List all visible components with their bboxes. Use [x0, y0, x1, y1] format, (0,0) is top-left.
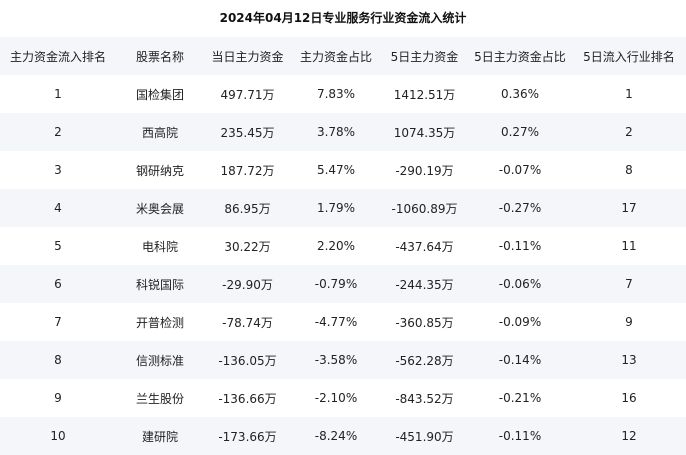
- table-row: 7 开普检测 -78.74万 -4.77% -360.85万 -0.09% 9: [0, 303, 686, 341]
- 5day-main-fund-cell: -562.28万: [395, 353, 454, 368]
- main-fund-ratio-cell: 5.47%: [316, 163, 356, 177]
- day-main-fund-cell: -78.74万: [222, 315, 273, 330]
- table-row: 10 建研院 -173.66万 -8.24% -451.90万 -0.11% 12: [0, 417, 686, 455]
- stock-name-cell: 国检集团: [135, 87, 184, 102]
- stock-name-cell: 科锐国际: [135, 277, 184, 292]
- main-fund-ratio-cell: -2.10%: [314, 391, 358, 405]
- main-fund-ratio-cell: 3.78%: [316, 125, 356, 139]
- column-header-main-fund-ratio: 主力资金占比: [299, 49, 372, 64]
- 5day-industry-rank-cell: 2: [625, 125, 633, 139]
- 5day-industry-rank-cell: 16: [621, 391, 637, 405]
- table-row: 3 钢研纳克 187.72万 5.47% -290.19万 -0.07% 8: [0, 151, 686, 189]
- day-main-fund-cell: 86.95万: [224, 201, 271, 216]
- 5day-main-fund-ratio-cell: -0.06%: [498, 277, 542, 291]
- day-main-fund-cell: 235.45万: [220, 125, 275, 140]
- rank-cell: 4: [54, 201, 62, 215]
- main-fund-ratio-cell: -0.79%: [314, 277, 358, 291]
- 5day-main-fund-ratio-cell: -0.21%: [498, 391, 542, 405]
- table-row: 8 信测标准 -136.05万 -3.58% -562.28万 -0.14% 13: [0, 341, 686, 379]
- stock-name-cell: 信测标准: [135, 353, 184, 368]
- table-row: 6 科锐国际 -29.90万 -0.79% -244.35万 -0.06% 7: [0, 265, 686, 303]
- main-fund-ratio-cell: 1.79%: [316, 201, 356, 215]
- 5day-main-fund-cell: -1060.89万: [391, 201, 458, 216]
- day-main-fund-cell: -29.90万: [222, 277, 273, 292]
- 5day-industry-rank-cell: 1: [625, 87, 633, 101]
- table-row: 9 兰生股份 -136.66万 -2.10% -843.52万 -0.21% 16: [0, 379, 686, 417]
- main-fund-ratio-cell: 2.20%: [316, 239, 356, 253]
- rank-cell: 5: [54, 239, 62, 253]
- column-header-rank: 主力资金流入排名: [9, 49, 106, 64]
- table-header-row: 主力资金流入排名 股票名称 当日主力资金 主力资金占比 5日主力资金 5日主力资…: [0, 37, 686, 75]
- rank-cell: 10: [50, 429, 66, 443]
- stock-name-cell: 建研院: [141, 429, 178, 444]
- rank-cell: 1: [54, 87, 62, 101]
- 5day-main-fund-ratio-cell: -0.27%: [498, 201, 542, 215]
- 5day-main-fund-ratio-cell: -0.14%: [498, 353, 542, 367]
- table-row: 1 国检集团 497.71万 7.83% 1412.51万 0.36% 1: [0, 75, 686, 113]
- table-row: 4 米奥会展 86.95万 1.79% -1060.89万 -0.27% 17: [0, 189, 686, 227]
- rank-cell: 6: [54, 277, 62, 291]
- column-header-5day-main-fund-ratio: 5日主力资金占比: [474, 49, 566, 64]
- rank-cell: 2: [54, 125, 62, 139]
- column-header-5day-industry-rank: 5日流入行业排名: [583, 49, 675, 64]
- 5day-main-fund-cell: -451.90万: [395, 429, 454, 444]
- 5day-industry-rank-cell: 13: [621, 353, 637, 367]
- 5day-main-fund-cell: -437.64万: [395, 239, 454, 254]
- 5day-industry-rank-cell: 8: [625, 163, 633, 177]
- 5day-main-fund-cell: 1412.51万: [393, 87, 456, 102]
- day-main-fund-cell: 187.72万: [220, 163, 275, 178]
- 5day-industry-rank-cell: 11: [621, 239, 637, 253]
- 5day-industry-rank-cell: 17: [621, 201, 637, 215]
- table-row: 5 电科院 30.22万 2.20% -437.64万 -0.11% 11: [0, 227, 686, 265]
- 5day-main-fund-ratio-cell: 0.27%: [500, 125, 540, 139]
- 5day-main-fund-ratio-cell: -0.11%: [498, 429, 542, 443]
- 5day-industry-rank-cell: 9: [625, 315, 633, 329]
- 5day-industry-rank-cell: 7: [625, 277, 633, 291]
- day-main-fund-cell: 30.22万: [224, 239, 271, 254]
- 5day-main-fund-ratio-cell: 0.36%: [500, 87, 540, 101]
- 5day-main-fund-cell: -843.52万: [395, 391, 454, 406]
- rank-cell: 8: [54, 353, 62, 367]
- 5day-main-fund-cell: 1074.35万: [393, 125, 456, 140]
- stock-name-cell: 米奥会展: [135, 201, 184, 216]
- 5day-main-fund-ratio-cell: -0.09%: [498, 315, 542, 329]
- 5day-main-fund-ratio-cell: -0.07%: [498, 163, 542, 177]
- column-header-day-main-fund: 当日主力资金: [211, 49, 284, 64]
- main-fund-ratio-cell: -3.58%: [314, 353, 358, 367]
- column-header-5day-main-fund: 5日主力资金: [390, 49, 459, 64]
- day-main-fund-cell: -136.66万: [218, 391, 277, 406]
- stock-name-cell: 钢研纳克: [135, 163, 184, 178]
- column-header-stock-name: 股票名称: [135, 49, 184, 64]
- day-main-fund-cell: -136.05万: [218, 353, 277, 368]
- day-main-fund-cell: -173.66万: [218, 429, 277, 444]
- rank-cell: 7: [54, 315, 62, 329]
- stock-name-cell: 开普检测: [135, 315, 184, 330]
- 5day-main-fund-ratio-cell: -0.11%: [498, 239, 542, 253]
- table-row: 2 西高院 235.45万 3.78% 1074.35万 0.27% 2: [0, 113, 686, 151]
- stock-name-cell: 电科院: [141, 239, 178, 254]
- stock-name-cell: 西高院: [141, 125, 178, 140]
- 5day-main-fund-cell: -244.35万: [395, 277, 454, 292]
- main-fund-ratio-cell: 7.83%: [316, 87, 356, 101]
- rank-cell: 3: [54, 163, 62, 177]
- 5day-industry-rank-cell: 12: [621, 429, 637, 443]
- main-fund-ratio-cell: -4.77%: [314, 315, 358, 329]
- 5day-main-fund-cell: -290.19万: [395, 163, 454, 178]
- 5day-main-fund-cell: -360.85万: [395, 315, 454, 330]
- page-title: 2024年04月12日专业服务行业资金流入统计: [219, 11, 467, 25]
- main-fund-ratio-cell: -8.24%: [314, 429, 358, 443]
- stock-name-cell: 兰生股份: [135, 391, 184, 406]
- day-main-fund-cell: 497.71万: [220, 87, 275, 102]
- rank-cell: 9: [54, 391, 62, 405]
- fund-flow-table: 主力资金流入排名 股票名称 当日主力资金 主力资金占比 5日主力资金 5日主力资…: [0, 37, 686, 455]
